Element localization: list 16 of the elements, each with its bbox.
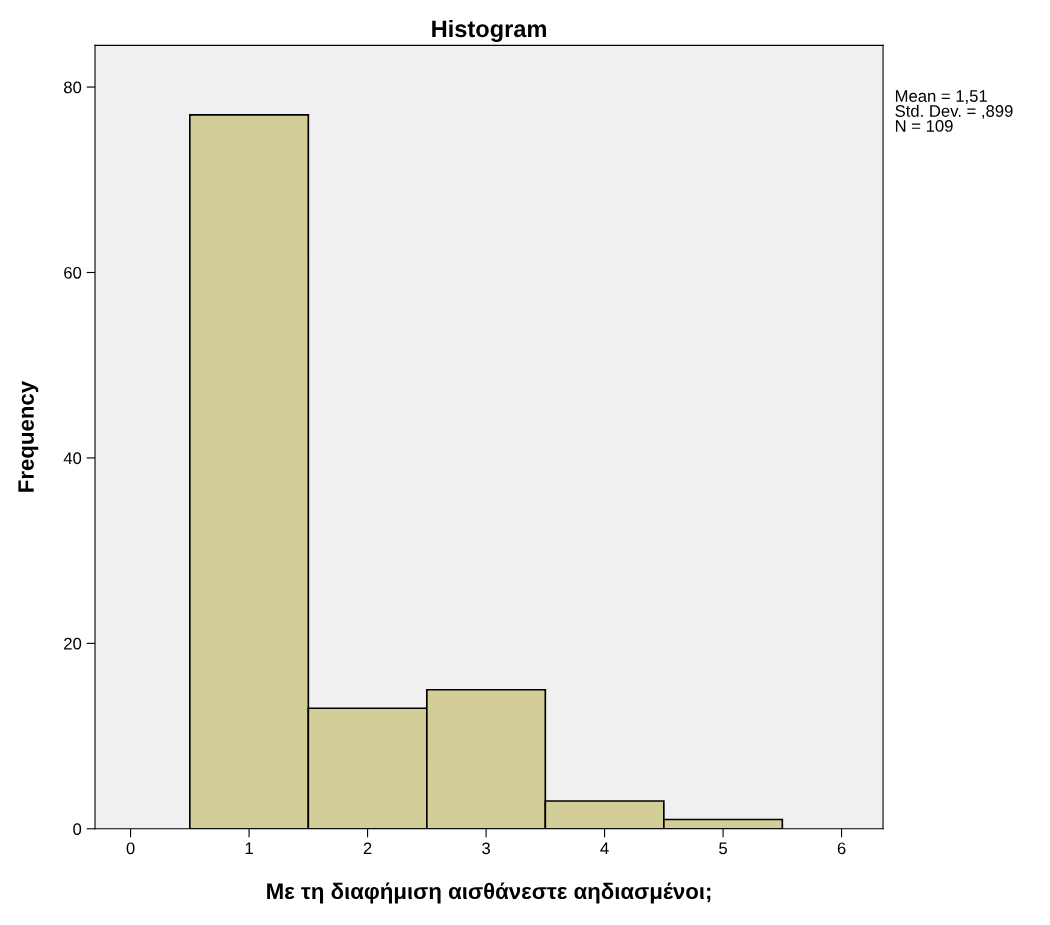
y-tick-label: 0 [73, 823, 82, 835]
x-tick-label: 3 [482, 842, 490, 855]
x-tick-label: 0 [126, 842, 135, 855]
y-tick-label: 20 [64, 637, 82, 650]
y-axis-title: Frequency [18, 380, 39, 492]
y-tick-label: 60 [64, 266, 82, 279]
x-tick-label: 4 [600, 842, 609, 855]
x-tick-label: 5 [719, 842, 728, 855]
x-axis-title: Με τη διαφήμιση αισθάνεστε αηδιασμένοι; [267, 882, 711, 904]
text: Mean = 1,51 Std. Dev. = ,899 N = 109 [895, 90, 1013, 132]
x-tick-label: 6 [837, 842, 846, 855]
y-tick-label: 80 [64, 81, 82, 94]
x-tick-label: 2 [363, 842, 372, 855]
y-tick-label: 40 [63, 452, 82, 465]
x-tick-label: 1 [245, 842, 253, 855]
chart-title: Histogram [432, 19, 546, 42]
